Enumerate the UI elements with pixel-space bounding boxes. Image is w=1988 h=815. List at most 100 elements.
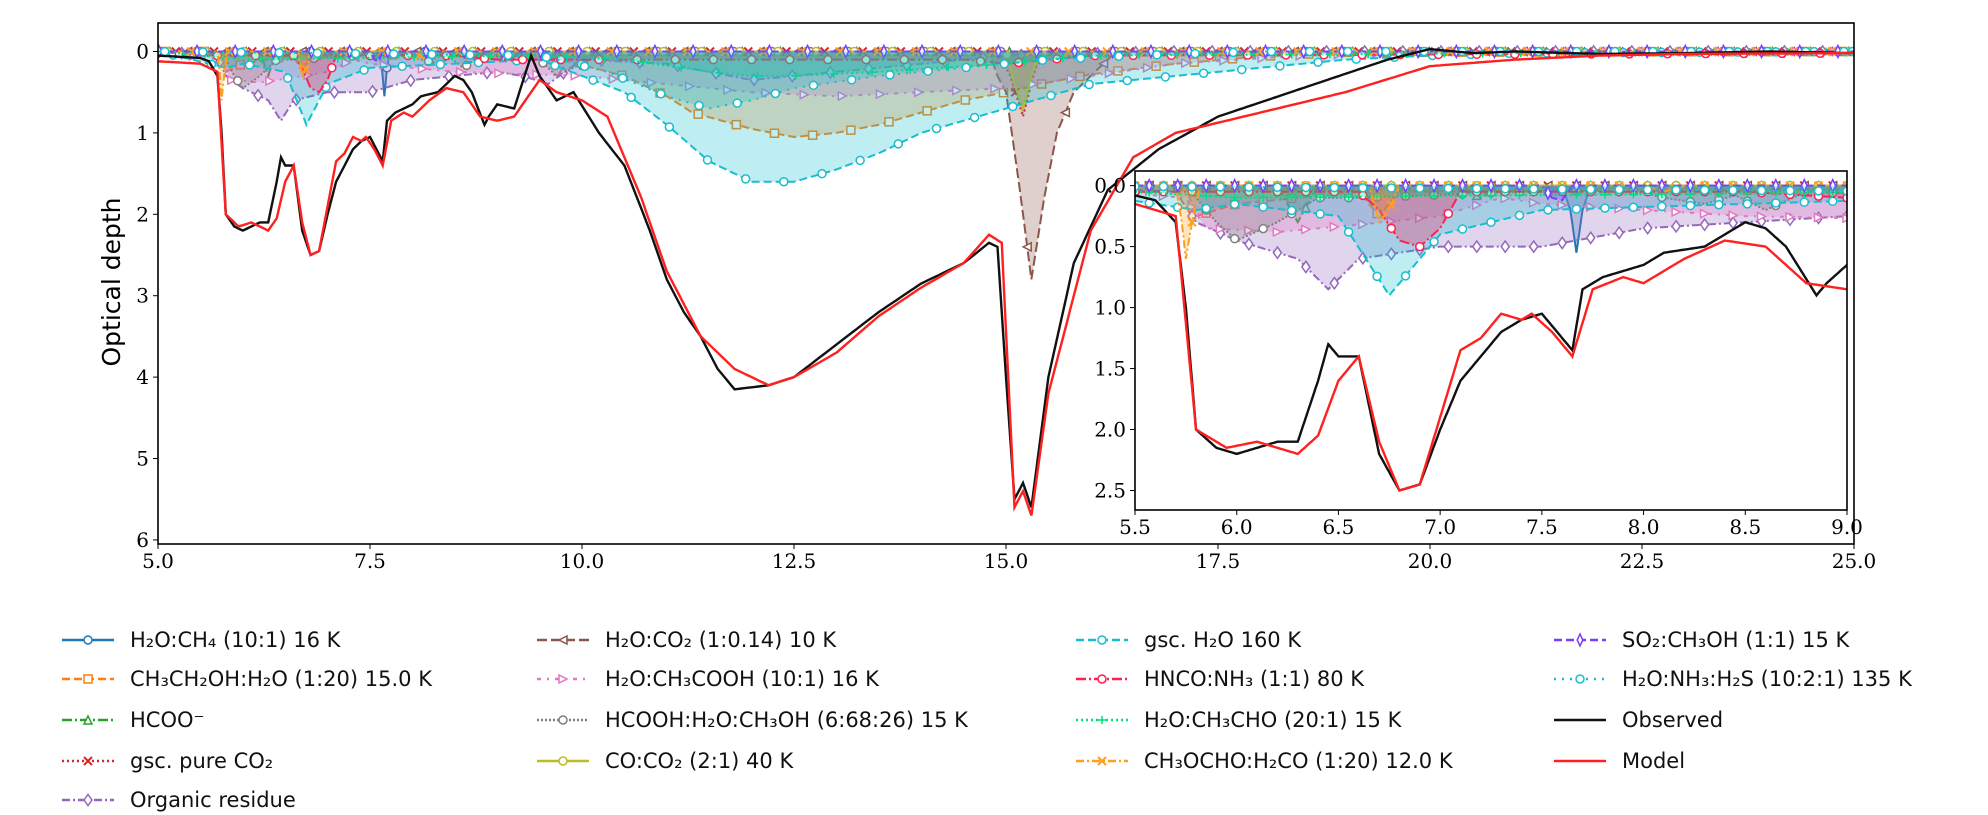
legend-label: HCOOH:H₂O:CH₃OH (6:68:26) 15 K — [605, 708, 968, 732]
series-marker — [810, 81, 818, 89]
x-tick-label: 10.0 — [560, 549, 605, 573]
x-tick-label: 15.0 — [984, 549, 1029, 573]
series-marker — [1276, 62, 1284, 70]
legend-label: Organic residue — [130, 788, 296, 812]
series-marker — [1587, 185, 1595, 193]
series-marker — [1729, 186, 1737, 194]
series-marker — [589, 76, 597, 84]
legend-item: gsc. H₂O 160 K — [1074, 625, 1301, 655]
legend-swatch — [1552, 630, 1608, 650]
legend-label: HCOO⁻ — [130, 708, 205, 732]
legend-swatch — [60, 630, 116, 650]
series-marker — [1238, 66, 1246, 74]
y-tick-label: 2 — [136, 202, 149, 226]
legend-marker — [84, 636, 92, 644]
legend-label: gsc. pure CO₂ — [130, 749, 273, 773]
legend-item: H₂O:NH₃:H₂S (10:2:1) 135 K — [1552, 664, 1912, 694]
legend-swatch — [1074, 669, 1130, 689]
series-marker — [1444, 184, 1452, 192]
y-tick-label: 1 — [136, 121, 149, 145]
series-marker — [1085, 81, 1093, 89]
legend-swatch — [1552, 751, 1608, 771]
legend-marker — [1577, 634, 1583, 646]
legend-swatch — [1074, 630, 1130, 650]
series-marker — [1572, 205, 1580, 213]
x-tick-label: 9.0 — [1831, 515, 1863, 539]
series-marker — [619, 74, 627, 82]
series-marker — [161, 48, 169, 56]
series-marker — [1558, 185, 1566, 193]
legend-item: H₂O:CO₂ (1:0.14) 10 K — [535, 625, 836, 655]
series-marker — [1416, 243, 1424, 251]
series-marker — [1345, 228, 1353, 236]
y-tick-label: 1.0 — [1094, 296, 1126, 320]
series-marker — [1672, 186, 1680, 194]
legend-swatch — [1074, 751, 1130, 771]
series-marker — [352, 50, 360, 58]
series-marker — [328, 64, 336, 72]
series-marker — [932, 125, 940, 133]
x-tick-label: 17.5 — [1196, 549, 1241, 573]
series-marker — [1273, 183, 1281, 191]
series-marker — [246, 61, 254, 69]
x-tick-label: 12.5 — [772, 549, 817, 573]
series-marker — [542, 53, 550, 61]
y-axis-label: Optical depth — [97, 197, 126, 366]
series-marker — [1159, 183, 1167, 191]
x-tick-label: 5.5 — [1119, 515, 1151, 539]
legend-label: Observed — [1622, 708, 1723, 732]
series-marker — [199, 48, 207, 56]
series-marker — [436, 60, 444, 68]
series-marker — [1629, 203, 1637, 211]
series-marker — [581, 62, 589, 70]
series-marker — [1444, 210, 1452, 218]
legend-label: CO:CO₂ (2:1) 40 K — [605, 749, 793, 773]
legend-marker — [1098, 675, 1106, 683]
x-tick-label: 8.5 — [1729, 515, 1761, 539]
series-marker — [504, 51, 512, 59]
series-marker — [1382, 47, 1390, 55]
series-marker — [1245, 183, 1253, 191]
y-tick-label: 4 — [136, 365, 149, 389]
series-marker — [428, 50, 436, 58]
series-marker — [1259, 225, 1267, 233]
series-marker — [780, 178, 788, 186]
legend-label: H₂O:CH₃CHO (20:1) 15 K — [1144, 708, 1401, 732]
y-tick-label: 2.5 — [1094, 478, 1126, 502]
y-tick-label: 0 — [136, 39, 149, 63]
series-marker — [704, 156, 712, 164]
series-marker — [1316, 210, 1324, 218]
series-marker — [1216, 183, 1224, 191]
series-marker — [1758, 186, 1766, 194]
series-marker — [1701, 186, 1709, 194]
series-marker — [1000, 60, 1008, 68]
series-marker — [856, 156, 864, 164]
series-marker — [398, 62, 406, 70]
legend-swatch — [1552, 710, 1608, 730]
legend-item: CO:CO₂ (2:1) 40 K — [535, 746, 793, 776]
x-tick-label: 6.5 — [1323, 515, 1355, 539]
series-marker — [1772, 199, 1780, 207]
y-tick-label: 1.5 — [1094, 357, 1126, 381]
legend-marker — [1576, 675, 1584, 683]
series-marker — [1601, 204, 1609, 212]
series-marker — [1344, 47, 1352, 55]
series-marker — [1387, 224, 1395, 232]
legend-label: CH₃CH₂OH:H₂O (1:20) 15.0 K — [130, 667, 432, 691]
y-tick-label: 2.0 — [1094, 418, 1126, 442]
series-marker — [1231, 235, 1239, 243]
series-marker — [1314, 58, 1322, 66]
legend-marker — [559, 636, 567, 644]
series-marker — [313, 49, 321, 57]
legend-marker — [559, 757, 567, 765]
series-marker — [894, 140, 902, 148]
legend-marker — [84, 675, 92, 683]
series-marker — [1229, 48, 1237, 56]
y-tick-label: 6 — [136, 528, 149, 552]
legend-marker — [1098, 716, 1106, 724]
legend-item: HNCO:NH₃ (1:1) 80 K — [1074, 664, 1364, 694]
series-marker — [1359, 184, 1367, 192]
series-marker — [1153, 51, 1161, 59]
legend-item: gsc. pure CO₂ — [60, 746, 273, 776]
